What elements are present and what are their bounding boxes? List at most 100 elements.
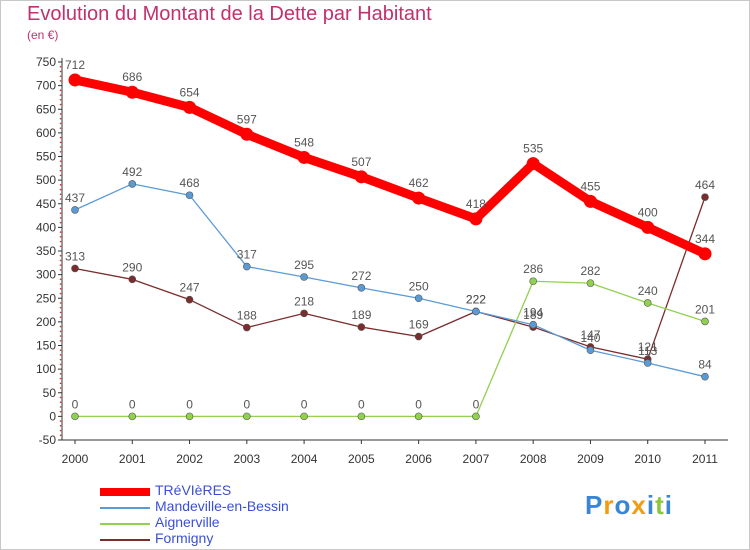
data-label: 147 — [580, 328, 600, 342]
y-minor-tick — [59, 193, 62, 196]
data-point — [243, 323, 251, 332]
y-tick-label: 150 — [36, 339, 56, 353]
y-minor-tick — [59, 401, 62, 404]
y-minor-tick — [59, 420, 62, 422]
y-minor-tick — [59, 410, 62, 413]
data-label: 282 — [580, 264, 600, 278]
y-minor-tick — [59, 325, 62, 328]
y-tick-label: 350 — [36, 244, 56, 258]
y-tick-label: 600 — [36, 126, 56, 140]
data-point — [701, 193, 709, 201]
data-point — [185, 191, 194, 200]
y-tick-label: 650 — [36, 102, 56, 116]
data-label: 0 — [129, 397, 136, 411]
data-label: 317 — [237, 248, 257, 262]
y-minor-tick — [59, 99, 62, 101]
data-label: 455 — [580, 179, 600, 193]
y-minor-tick — [59, 150, 62, 153]
y-minor-tick — [59, 103, 62, 106]
data-label: 84 — [698, 358, 712, 372]
logo-letter: i — [646, 490, 656, 520]
y-tick-label: 400 — [36, 220, 56, 234]
y-tick-label: 550 — [36, 150, 56, 164]
data-label: 194 — [523, 306, 543, 320]
y-minor-tick — [59, 363, 62, 366]
data-point — [71, 412, 79, 421]
data-point — [643, 359, 652, 367]
data-label: 121 — [638, 340, 658, 354]
y-minor-tick — [59, 373, 62, 375]
data-label: 0 — [415, 397, 422, 411]
y-minor-tick — [59, 240, 62, 243]
y-minor-tick — [59, 169, 62, 172]
data-label: 169 — [409, 318, 429, 332]
data-point — [586, 279, 595, 287]
y-tick-label: 250 — [36, 291, 56, 305]
y-tick-label: 500 — [36, 173, 56, 187]
data-point — [357, 412, 366, 421]
data-label: 247 — [180, 281, 200, 295]
proxiti-logo: Proxiti — [585, 490, 673, 521]
data-point — [240, 127, 254, 141]
y-minor-tick — [59, 141, 62, 144]
y-minor-tick — [59, 70, 62, 73]
data-label: 313 — [65, 249, 85, 263]
y-minor-tick — [59, 122, 62, 125]
data-point — [583, 194, 597, 208]
x-tick-label: 2005 — [348, 452, 375, 466]
data-label: 290 — [122, 260, 142, 274]
unit-label: (en €) — [27, 28, 59, 42]
y-minor-tick — [59, 198, 62, 200]
data-label: 0 — [301, 397, 308, 411]
y-minor-tick — [59, 221, 62, 224]
y-tick-label: -50 — [39, 433, 57, 447]
data-label: 0 — [473, 397, 480, 411]
y-tick-label: 300 — [36, 268, 56, 282]
data-point — [529, 277, 537, 286]
x-tick-label: 2000 — [62, 452, 89, 466]
data-point — [300, 273, 308, 281]
data-label: 222 — [466, 292, 486, 306]
legend-label: TRéVIèRES — [155, 482, 232, 498]
y-tick-label: 0 — [49, 409, 56, 423]
data-point — [641, 220, 655, 234]
y-minor-tick — [59, 316, 62, 318]
data-label: 712 — [65, 58, 85, 72]
data-point — [128, 412, 137, 421]
logo-letter: t — [655, 490, 665, 520]
data-label: 218 — [294, 294, 314, 308]
y-tick-label: 50 — [43, 386, 57, 400]
y-minor-tick — [59, 358, 62, 361]
y-minor-tick — [59, 278, 62, 281]
data-point — [125, 85, 139, 99]
x-tick-label: 2006 — [405, 452, 432, 466]
y-minor-tick — [59, 188, 62, 191]
y-minor-tick — [59, 75, 62, 77]
data-label: 222 — [466, 292, 486, 306]
x-tick-label: 2011 — [692, 452, 718, 466]
data-point — [357, 323, 366, 331]
y-minor-tick — [59, 330, 62, 333]
data-label: 272 — [351, 269, 371, 283]
data-label: 188 — [237, 309, 257, 323]
data-label: 189 — [523, 308, 543, 322]
data-label: 507 — [351, 155, 371, 169]
data-point — [698, 247, 712, 261]
series-line — [74, 280, 706, 418]
data-point — [529, 320, 537, 329]
data-point — [414, 294, 423, 303]
data-label: 418 — [466, 197, 486, 211]
data-label: 400 — [638, 205, 658, 219]
data-label: 295 — [294, 258, 314, 272]
y-minor-tick — [59, 94, 62, 96]
y-minor-tick — [59, 160, 62, 163]
y-minor-tick — [59, 174, 62, 177]
y-minor-tick — [59, 259, 62, 262]
x-tick-label: 2007 — [463, 452, 490, 466]
data-label: 286 — [523, 262, 543, 276]
data-label: 189 — [351, 308, 371, 322]
data-point — [185, 412, 194, 421]
data-point — [71, 206, 79, 214]
legend-label: Aignerville — [155, 514, 220, 530]
chart-title: Evolution du Montant de la Dette par Hab… — [27, 3, 432, 25]
